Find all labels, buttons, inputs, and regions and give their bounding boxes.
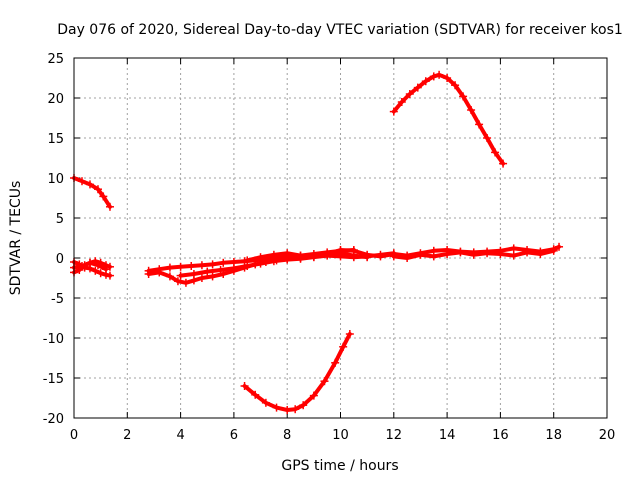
series-line [242,332,352,412]
x-tick-label: 10 [332,428,349,443]
series-arc-low-day [240,330,354,414]
y-tick-label: 20 [47,92,64,107]
grid [74,58,607,418]
y-tick-label: 25 [47,52,64,67]
y-tick-label: -20 [43,412,64,427]
x-axis-label: GPS time / hours [281,458,398,474]
y-tick-label: 5 [56,212,64,227]
x-tick-label: 0 [70,428,78,443]
y-tick-label: 10 [47,172,64,187]
y-tick-label: 0 [56,252,64,267]
axis-ticks: 0 2 4 6 8 10 12 14 16 18 20 -20 -15 -10 -5 0 5 10 15 20 25 [43,52,616,443]
x-tick-label: 2 [123,428,131,443]
y-tick-label: 15 [47,132,64,147]
chart-title: Day 076 of 2020, Sidereal Day-to-day VTE… [57,22,623,38]
x-tick-label: 18 [545,428,562,443]
series-arc-high-day [389,70,508,168]
y-tick-label: -15 [43,372,64,387]
x-tick-label: 20 [599,428,616,443]
y-tick-label: -10 [43,332,64,347]
plot-frame [73,57,608,419]
x-tick-label: 14 [439,428,456,443]
series-arc-high-start [70,174,114,211]
y-tick-label: -5 [51,292,64,307]
y-axis-label: SDTVAR / TECUs [8,181,24,296]
series-line [391,72,506,166]
x-tick-label: 4 [176,428,184,443]
series-arc-start-c [70,258,110,274]
data-series [70,70,564,414]
x-tick-label: 16 [492,428,509,443]
x-tick-label: 8 [283,428,291,443]
x-tick-label: 6 [230,428,238,443]
x-tick-label: 12 [386,428,403,443]
series-arc-mid-e [389,246,558,262]
series-line [72,176,112,209]
